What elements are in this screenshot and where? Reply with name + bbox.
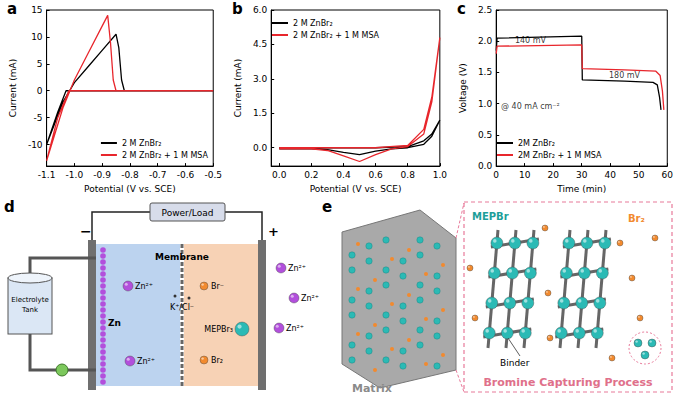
svg-text:5: 5 <box>37 59 43 69</box>
svg-text:1.0: 1.0 <box>433 170 448 180</box>
svg-text:-0.8: -0.8 <box>121 170 139 180</box>
svg-text:d: d <box>4 198 15 216</box>
svg-text:Zn²⁺: Zn²⁺ <box>301 294 319 303</box>
svg-text:-5: -5 <box>34 113 43 123</box>
svg-text:b: b <box>232 0 243 18</box>
svg-text:1.0: 1.0 <box>478 99 493 109</box>
svg-text:Current (mA): Current (mA) <box>8 59 18 118</box>
svg-text:Power/Load: Power/Load <box>162 208 214 218</box>
svg-text:MEPBr₃: MEPBr₃ <box>204 325 233 334</box>
svg-text:10: 10 <box>519 170 531 180</box>
svg-text:30: 30 <box>576 170 588 180</box>
svg-text:-0.9: -0.9 <box>93 170 111 180</box>
svg-text:4.5: 4.5 <box>253 39 267 49</box>
svg-text:0: 0 <box>493 170 499 180</box>
svg-text:Membrane: Membrane <box>155 252 209 262</box>
svg-text:−: − <box>80 223 92 239</box>
svg-text:2 M ZnBr₂ + 1 M MSA: 2 M ZnBr₂ + 1 M MSA <box>293 31 380 40</box>
svg-text:-1.1: -1.1 <box>38 170 56 180</box>
svg-text:2.0: 2.0 <box>478 36 493 46</box>
svg-text:0: 0 <box>37 86 43 96</box>
svg-text:2 M ZnBr₂: 2 M ZnBr₂ <box>122 139 162 148</box>
svg-text:10: 10 <box>31 32 43 42</box>
svg-text:1.5: 1.5 <box>478 67 492 77</box>
svg-text:15: 15 <box>31 5 42 15</box>
svg-text:Potential (V vs. SCE): Potential (V vs. SCE) <box>84 184 176 194</box>
svg-text:Current (mA): Current (mA) <box>233 59 243 118</box>
svg-text:40: 40 <box>605 170 617 180</box>
svg-text:-10: -10 <box>28 140 43 150</box>
svg-text:Voltage (V): Voltage (V) <box>458 63 468 113</box>
svg-text:0.0: 0.0 <box>253 143 268 153</box>
svg-text:140 mV: 140 mV <box>514 36 546 46</box>
svg-text:2M ZnBr₂ + 1 M MSA: 2M ZnBr₂ + 1 M MSA <box>518 151 602 160</box>
svg-text:-0.7: -0.7 <box>149 170 167 180</box>
svg-text:180 mV: 180 mV <box>609 71 641 80</box>
svg-text:1.5: 1.5 <box>253 108 267 118</box>
svg-text:50: 50 <box>633 170 645 180</box>
svg-text:0.8: 0.8 <box>401 170 416 180</box>
svg-text:2 M ZnBr₂ + 1 M MSA: 2 M ZnBr₂ + 1 M MSA <box>122 151 209 160</box>
svg-text:0.2: 0.2 <box>304 170 318 180</box>
svg-text:Zn²⁺: Zn²⁺ <box>286 324 304 333</box>
svg-text:Zn: Zn <box>108 318 121 328</box>
svg-text:0.0: 0.0 <box>272 170 287 180</box>
svg-text:Br⁻: Br⁻ <box>211 282 224 291</box>
svg-text:20: 20 <box>548 170 560 180</box>
svg-text:Bromine Capturing Process: Bromine Capturing Process <box>483 376 652 389</box>
svg-text:@ 40 mA cm⁻²: @ 40 mA cm⁻² <box>501 102 560 111</box>
svg-text:a: a <box>7 0 17 18</box>
svg-text:-1.0: -1.0 <box>66 170 84 180</box>
svg-text:3.0: 3.0 <box>253 74 268 84</box>
svg-text:+: + <box>268 224 279 239</box>
svg-text:2.5: 2.5 <box>478 5 492 15</box>
svg-text:-0.6: -0.6 <box>177 170 195 180</box>
svg-text:Time (min): Time (min) <box>556 184 606 194</box>
svg-text:Tank: Tank <box>21 306 39 314</box>
svg-text:Electrolyte: Electrolyte <box>11 296 48 304</box>
svg-text:Zn²⁺: Zn²⁺ <box>288 264 306 273</box>
svg-text:K⁺/Cl⁻: K⁺/Cl⁻ <box>170 303 194 312</box>
svg-text:2 M ZnBr₂: 2 M ZnBr₂ <box>293 19 333 28</box>
svg-text:Zn²⁺: Zn²⁺ <box>135 282 153 291</box>
svg-text:0.4: 0.4 <box>336 170 351 180</box>
svg-text:-0.5: -0.5 <box>204 170 222 180</box>
svg-text:60: 60 <box>662 170 674 180</box>
svg-text:Br₂: Br₂ <box>628 213 645 224</box>
svg-text:e: e <box>322 198 332 216</box>
svg-text:Br₂: Br₂ <box>211 356 223 365</box>
svg-text:Matrix: Matrix <box>352 382 392 395</box>
svg-text:2M ZnBr₂: 2M ZnBr₂ <box>518 139 555 148</box>
svg-text:6.0: 6.0 <box>253 5 268 15</box>
svg-text:Binder: Binder <box>500 358 530 368</box>
svg-text:Zn²⁺: Zn²⁺ <box>137 357 155 366</box>
svg-text:c: c <box>457 0 466 18</box>
svg-text:Potential (V vs. SCE): Potential (V vs. SCE) <box>310 184 402 194</box>
svg-text:MEPBr: MEPBr <box>472 211 509 222</box>
svg-text:0.6: 0.6 <box>368 170 383 180</box>
svg-text:0.5: 0.5 <box>478 130 492 140</box>
svg-text:0.0: 0.0 <box>478 161 493 171</box>
